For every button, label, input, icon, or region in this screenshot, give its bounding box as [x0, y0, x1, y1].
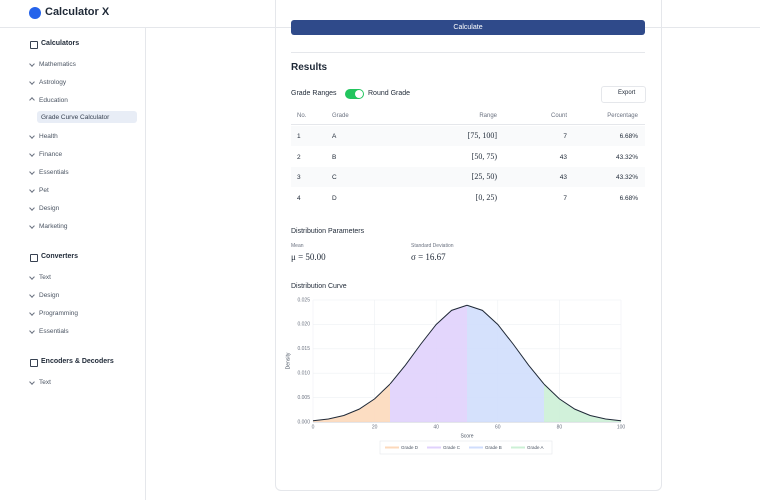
- calculate-button[interactable]: Calculate: [291, 20, 645, 35]
- logo: [29, 7, 41, 19]
- toggle-label: Grade Ranges: [291, 90, 337, 97]
- chart: 0.000 0.005 0.010 0.015 0.020 0.025 0 20 40 60 80 1…: [285, 297, 626, 455]
- x-tick-label: 20: [372, 424, 378, 430]
- area: [467, 305, 544, 422]
- table-cell: [0, 25): [475, 193, 497, 203]
- y-axis-label: Density: [285, 352, 291, 369]
- nav-item[interactable]: Pet: [39, 187, 49, 194]
- app-title: Calculator X: [45, 6, 110, 18]
- nav-item[interactable]: Design: [39, 205, 60, 212]
- nav-item[interactable]: Design: [39, 292, 60, 299]
- table-cell: 43: [559, 153, 567, 161]
- section-title: Encoders & Decoders: [41, 358, 114, 365]
- mean-value: μ = 50.00: [291, 252, 326, 262]
- legend-box: [379, 440, 553, 455]
- curve: [543, 383, 622, 422]
- x-axis-label: Score: [460, 433, 473, 439]
- curve: [312, 383, 391, 422]
- y-tick-label: 0.010: [297, 371, 310, 377]
- section-icon: [30, 254, 38, 262]
- table-cell: [50, 75): [471, 151, 497, 161]
- area: [544, 384, 621, 422]
- table-row-bg: [291, 167, 645, 188]
- x-tick-label: 80: [557, 424, 563, 430]
- curve: [389, 304, 468, 385]
- table-cell: 7: [563, 133, 567, 140]
- divider: [291, 52, 645, 53]
- table-header: Grade: [332, 113, 349, 119]
- curve: [466, 304, 545, 385]
- table-cell: 6.68%: [619, 195, 638, 203]
- y-tick-label: 0.015: [297, 346, 310, 352]
- export-label[interactable]: Export: [618, 90, 636, 96]
- table-cell: [25, 50): [471, 172, 497, 182]
- table-cell: 4: [297, 195, 301, 203]
- table-cell: 43.32%: [615, 153, 638, 161]
- export-button[interactable]: [601, 86, 646, 103]
- y-tick-label: 0.020: [297, 322, 310, 328]
- table-cell: A: [332, 133, 337, 140]
- table-header: No.: [297, 113, 307, 119]
- table-cell: [75, 100]: [467, 131, 497, 140]
- table-cell: 43.32%: [615, 174, 638, 182]
- table-cell: 6.68%: [619, 133, 638, 140]
- y-tick-label: 0.000: [297, 419, 310, 425]
- table-cell: C: [332, 174, 337, 182]
- area: [390, 305, 467, 422]
- table-header: Range: [479, 113, 497, 119]
- nav-item[interactable]: Health: [39, 133, 58, 140]
- table-cell: 7: [563, 195, 567, 203]
- section-title: Converters: [41, 253, 78, 260]
- table-line: [291, 124, 645, 125]
- table-cell: 1: [297, 133, 301, 140]
- sidebar: [0, 28, 146, 500]
- nav-item[interactable]: Marketing: [39, 223, 68, 230]
- area: [313, 384, 390, 422]
- nav-item[interactable]: Mathematics: [39, 61, 76, 68]
- nav-item[interactable]: Essentials: [39, 169, 69, 176]
- y-tick-label: 0.025: [297, 297, 310, 303]
- section-icon: [30, 41, 38, 49]
- results-card: [275, 0, 662, 491]
- table-header: Count: [550, 113, 567, 119]
- nav-subitem[interactable]: Grade Curve Calculator: [41, 114, 110, 121]
- x-tick-label: 60: [495, 424, 501, 430]
- toggle[interactable]: [345, 89, 364, 99]
- table-header: Percentage: [607, 113, 638, 119]
- legend-label: Grade B: [485, 445, 502, 450]
- section-title: Calculators: [41, 40, 80, 47]
- round-label: Round Grade: [368, 90, 411, 97]
- chart-title: Distribution Curve: [291, 283, 347, 290]
- y-tick-label: 0.005: [297, 395, 310, 401]
- section-icon: [30, 359, 38, 367]
- sd-value: σ = 16.67: [411, 252, 446, 262]
- table-cell: 43: [559, 174, 567, 182]
- sd-label: Standard Deviation: [411, 243, 454, 249]
- nav-item[interactable]: Finance: [39, 151, 63, 158]
- x-tick-label: 40: [433, 424, 439, 430]
- table-cell: B: [332, 153, 337, 161]
- table-cell: D: [332, 195, 337, 203]
- nav-item[interactable]: Essentials: [39, 328, 69, 335]
- nav-item[interactable]: Text: [39, 379, 51, 386]
- legend-label: Grade A: [527, 445, 544, 450]
- nav-item[interactable]: Astrology: [39, 79, 67, 86]
- legend-label: Grade C: [443, 445, 461, 450]
- table-cell: 3: [297, 174, 301, 182]
- x-tick-label: 100: [617, 424, 626, 430]
- params-title: Distribution Parameters: [291, 228, 365, 235]
- legend: Grade D Grade C Grade B Grade A: [379, 440, 553, 455]
- nav-item[interactable]: Programming: [39, 310, 79, 317]
- nav-item[interactable]: Text: [39, 274, 51, 281]
- table-cell: 2: [297, 153, 301, 161]
- legend-label: Grade D: [401, 445, 419, 450]
- results-title: Results: [291, 62, 328, 73]
- table-row-bg: [291, 126, 645, 146]
- mean-label: Mean: [291, 243, 304, 249]
- x-tick-label: 0: [312, 424, 315, 430]
- nav-item[interactable]: Education: [39, 97, 68, 104]
- nav-active-bg: [37, 111, 137, 123]
